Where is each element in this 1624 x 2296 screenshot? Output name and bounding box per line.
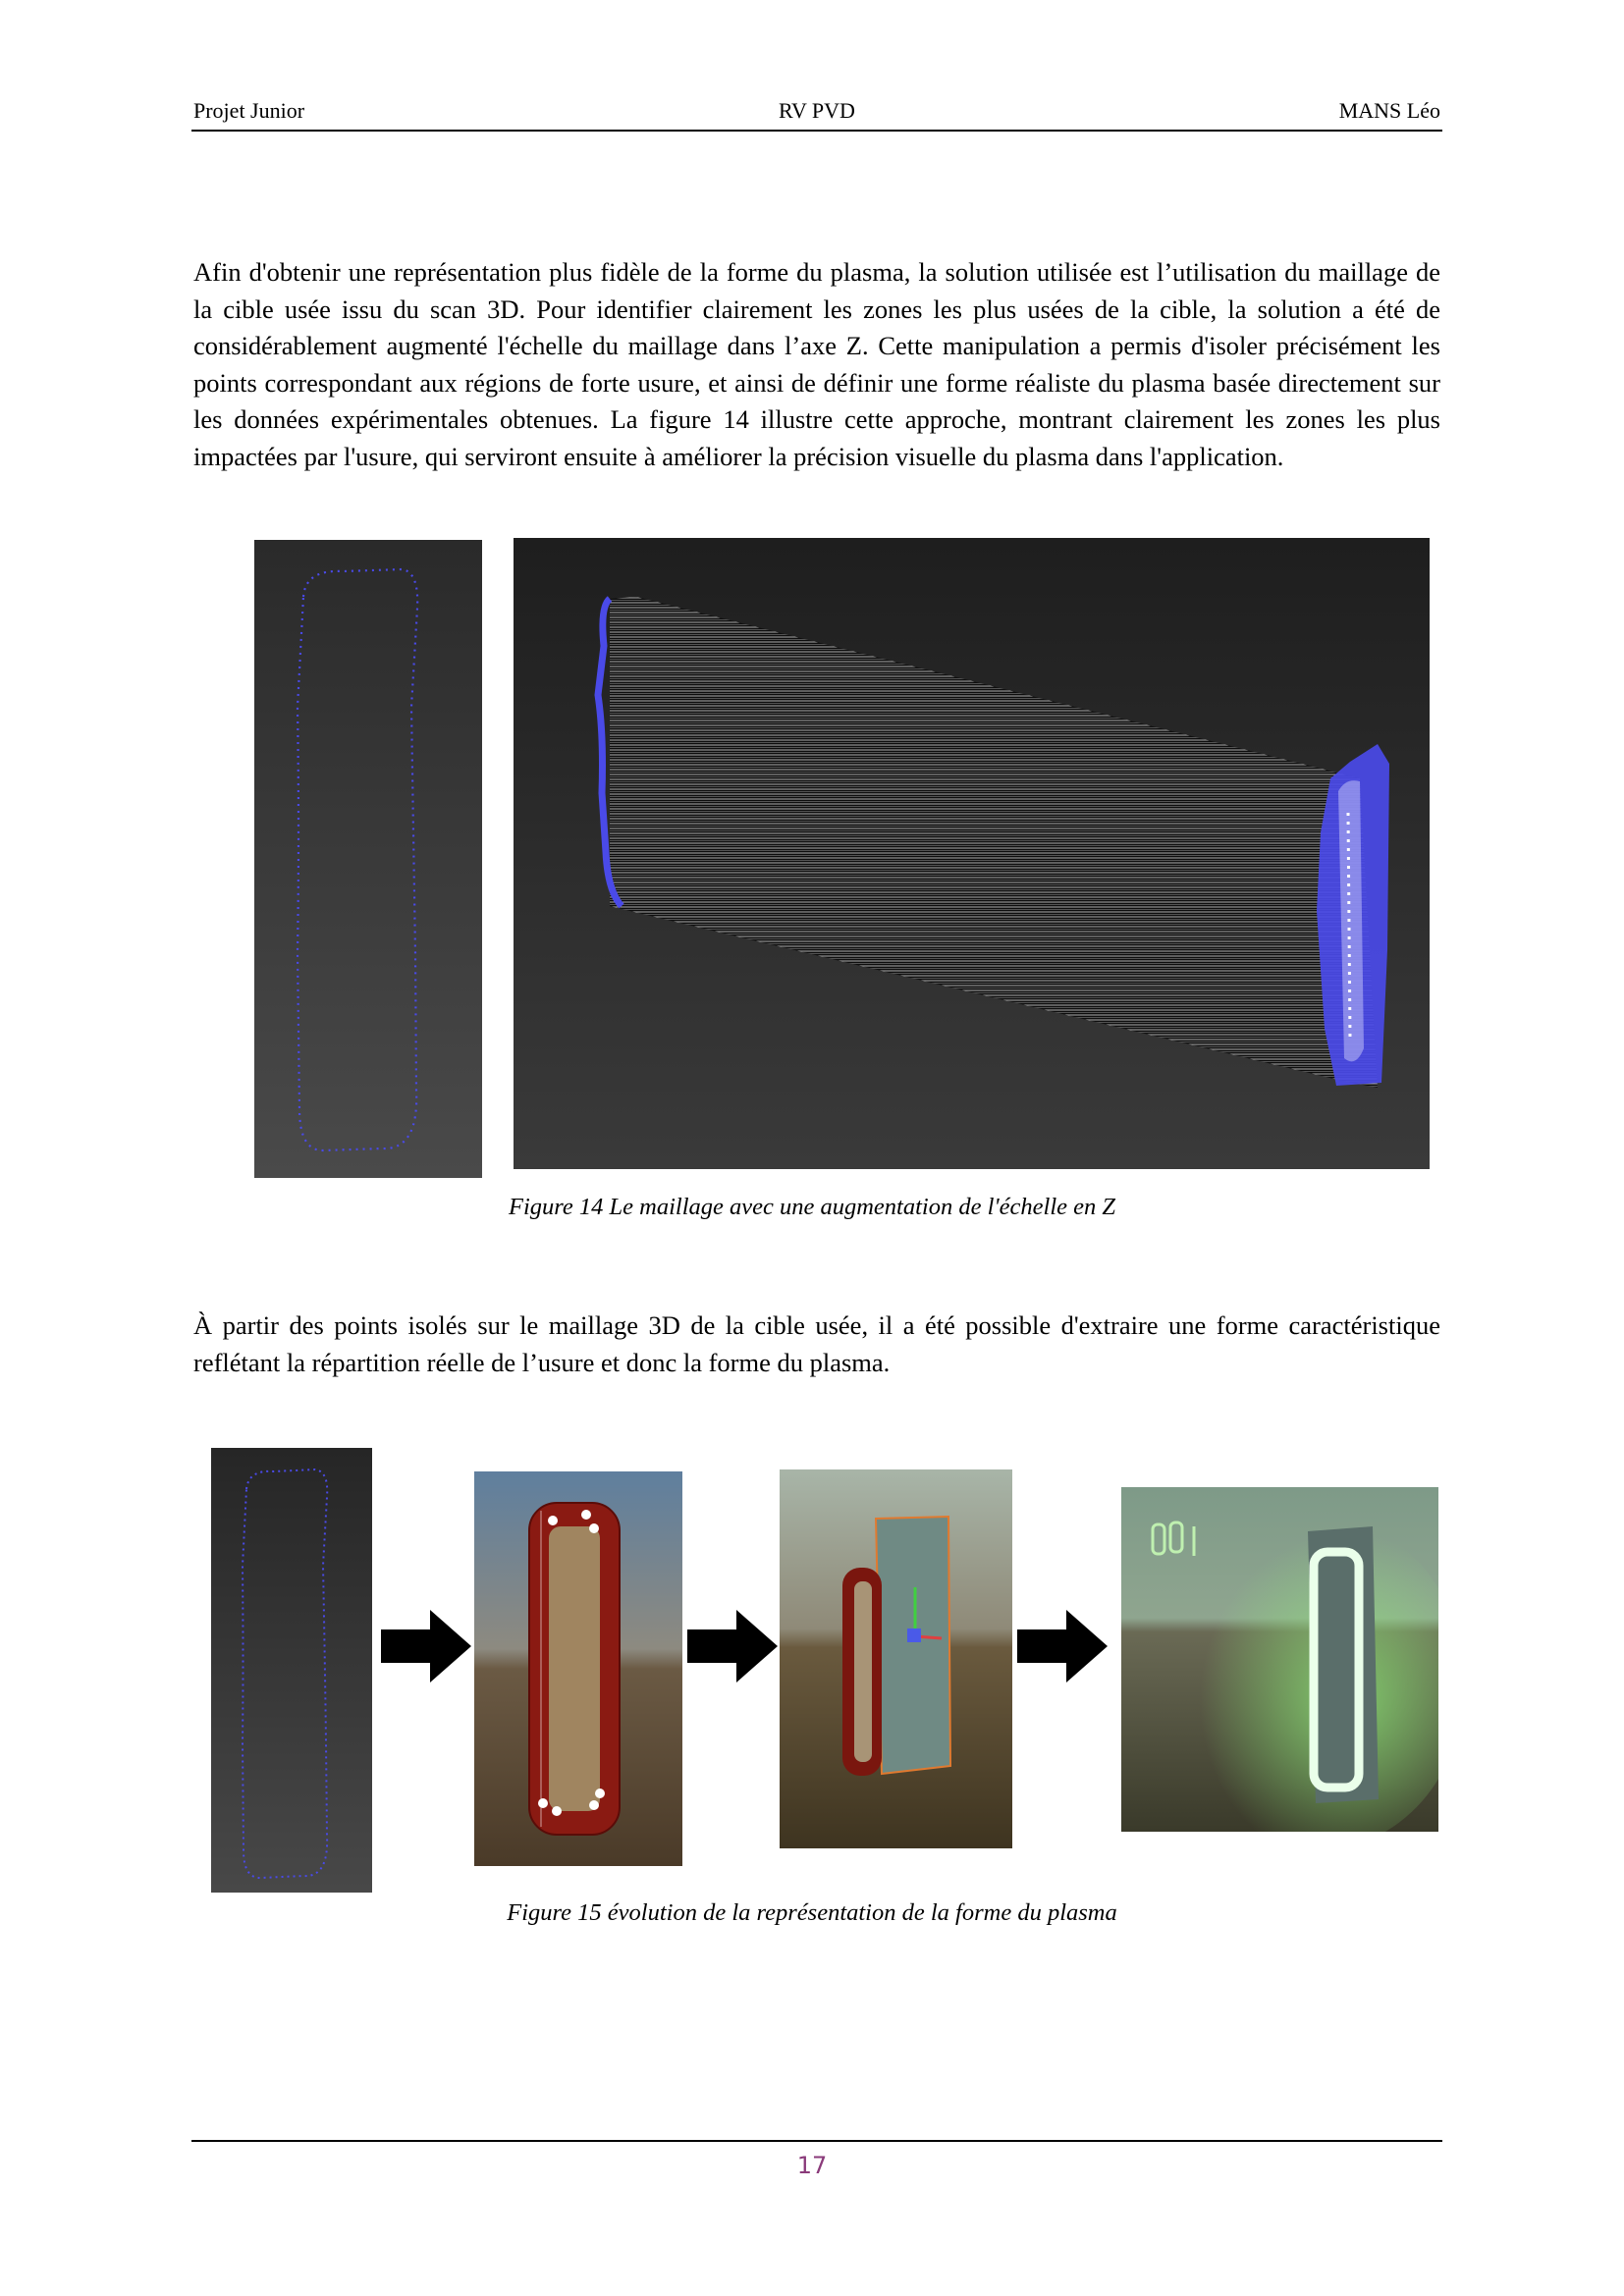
figure14-caption: Figure 14 Le maillage avec une augmentat… bbox=[508, 1194, 1116, 1220]
header-left: Projet Junior bbox=[193, 98, 305, 123]
page-header: Projet Junior RV PVD MANS Léo bbox=[191, 96, 1442, 132]
arrow-right-icon bbox=[1017, 1610, 1108, 1682]
header-center: RV PVD bbox=[779, 98, 855, 123]
figure15-shape-image bbox=[474, 1471, 682, 1866]
arrow-right-icon bbox=[381, 1610, 471, 1682]
paragraph-1: Afin d'obtenir une représentation plus f… bbox=[193, 257, 1440, 471]
figure15-caption: Figure 15 évolution de la représentation… bbox=[507, 1899, 1117, 1926]
footer-divider bbox=[191, 2140, 1442, 2142]
figure15-render-image bbox=[1121, 1487, 1438, 1832]
figure14-mesh-image bbox=[514, 538, 1430, 1169]
page-number: 17 bbox=[796, 2152, 828, 2179]
arrow-right-icon bbox=[687, 1610, 778, 1682]
header-right: MANS Léo bbox=[1338, 98, 1440, 123]
figure15-target-image bbox=[780, 1469, 1012, 1848]
figure15-points-image bbox=[211, 1448, 372, 1893]
paragraph-2: À partir des points isolés sur le mailla… bbox=[193, 1310, 1440, 1377]
figure14-points-image bbox=[254, 540, 482, 1178]
